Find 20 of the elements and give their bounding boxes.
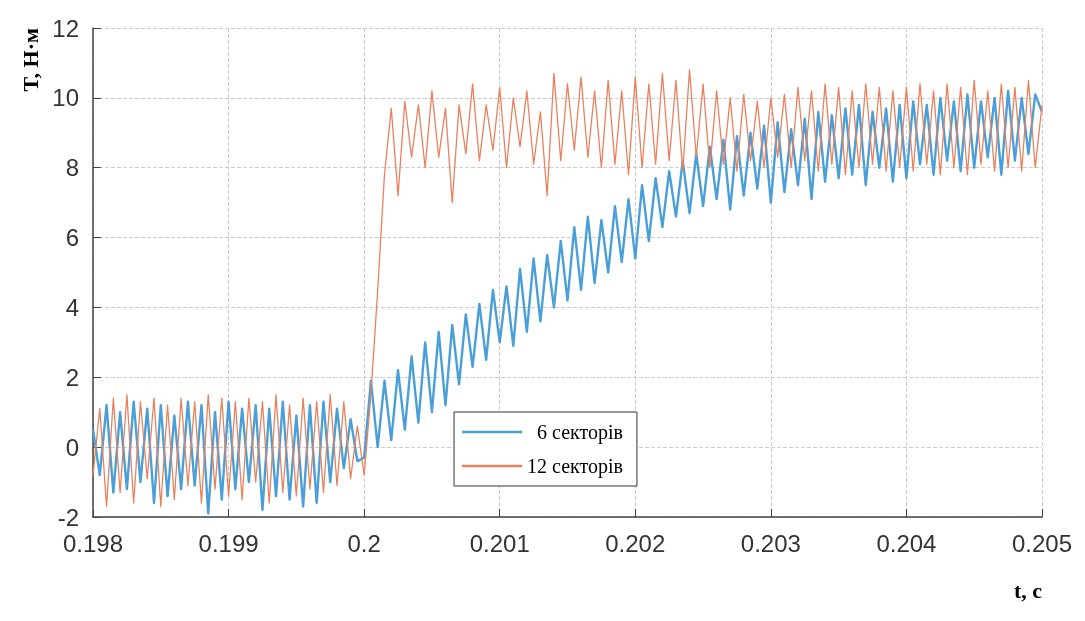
x-tick-label: 0.201	[469, 529, 530, 557]
y-tick-label: 12	[52, 14, 79, 42]
legend-label: 6 секторів	[527, 421, 623, 444]
legend-label: 12 секторів	[527, 455, 623, 478]
y-tick-label: 4	[65, 293, 79, 321]
y-tick-label: 0	[65, 433, 79, 461]
x-tick-label: 0.204	[876, 529, 937, 557]
x-tick-label: 0.205	[1011, 529, 1073, 557]
y-tick-label: -2	[57, 503, 79, 531]
x-tick-label: 0.198	[62, 529, 124, 557]
x-tick-label: 0.203	[740, 529, 801, 557]
y-axis-title: T, Н·м	[17, 27, 43, 92]
x-tick-label: 0.199	[198, 529, 259, 557]
y-tick-label: 8	[65, 154, 79, 182]
y-tick-label: 2	[65, 363, 79, 391]
x-tick-label: 0.202	[605, 529, 666, 557]
x-tick-label: 0.2	[347, 529, 381, 557]
y-tick-label: 6	[65, 224, 79, 252]
x-axis-title: t, с	[1013, 577, 1043, 603]
y-tick-label: 10	[52, 84, 79, 112]
